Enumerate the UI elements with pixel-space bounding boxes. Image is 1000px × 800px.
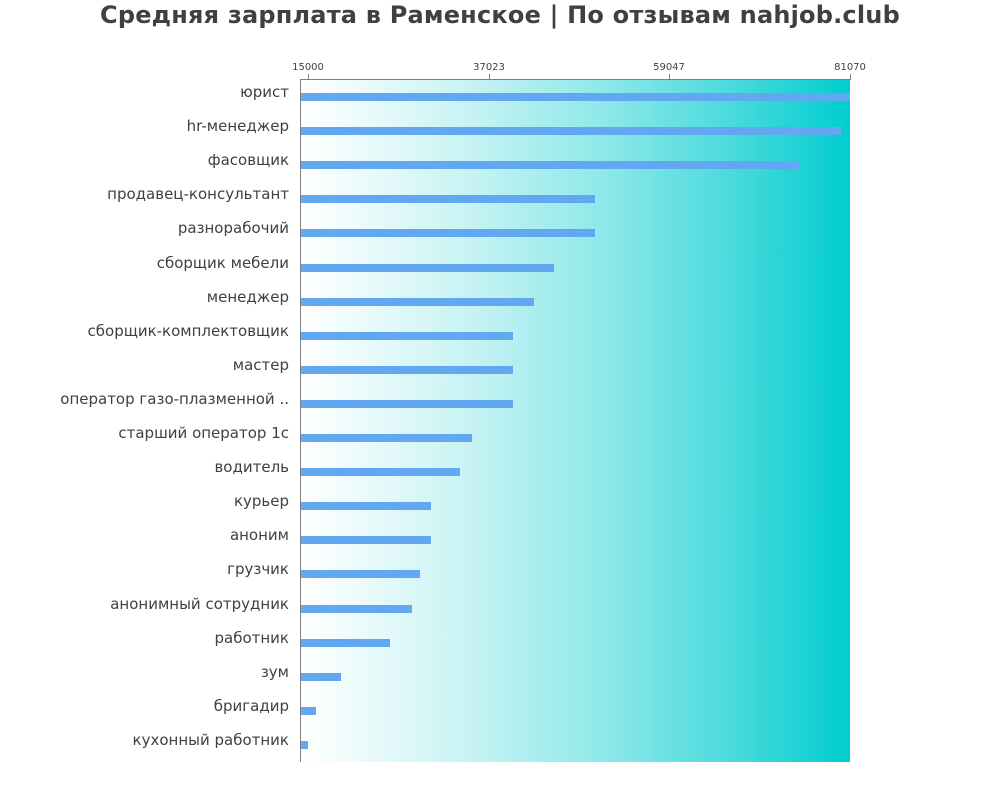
category-label: грузчик xyxy=(227,560,289,578)
bar xyxy=(301,332,513,340)
x-tick-label: 81070 xyxy=(834,62,866,73)
x-tick xyxy=(669,74,670,80)
category-label: фасовщик xyxy=(207,151,289,169)
bar xyxy=(301,502,431,510)
x-tick-label: 37023 xyxy=(473,62,505,73)
category-label: разнорабочий xyxy=(177,219,289,237)
bar xyxy=(301,127,841,135)
bar xyxy=(301,264,554,272)
category-label: старший оператор 1с xyxy=(118,424,289,442)
bar xyxy=(301,400,513,408)
category-label: сборщик мебели xyxy=(156,254,289,272)
bar xyxy=(301,468,460,476)
bar xyxy=(301,605,412,613)
x-axis-line xyxy=(300,79,850,80)
x-tick-label: 59047 xyxy=(653,62,685,73)
bar xyxy=(301,161,800,169)
category-label: менеджер xyxy=(206,288,289,306)
category-label: анонимный сотрудник xyxy=(110,595,289,613)
chart-title: Средняя зарплата в Раменское | По отзыва… xyxy=(100,1,900,29)
bar xyxy=(301,570,420,578)
bar xyxy=(301,434,472,442)
bar xyxy=(301,741,308,749)
bar xyxy=(301,707,316,715)
bar xyxy=(301,195,595,203)
bar xyxy=(301,673,341,681)
x-tick xyxy=(850,74,851,80)
bar xyxy=(301,536,431,544)
category-label: кухонный работник xyxy=(132,731,289,749)
category-label: hr-менеджер xyxy=(186,117,289,135)
bar xyxy=(301,366,513,374)
bar xyxy=(301,639,390,647)
bar xyxy=(301,93,850,101)
x-tick xyxy=(308,74,309,80)
category-label: оператор газо-плазменной .. xyxy=(60,390,289,408)
x-tick xyxy=(489,74,490,80)
category-label: бригадир xyxy=(213,697,289,715)
category-label: мастер xyxy=(232,356,289,374)
category-label: сборщик-комплектовщик xyxy=(87,322,289,340)
category-label: продавец-консультант xyxy=(107,185,289,203)
category-label: работник xyxy=(214,629,290,647)
category-label: курьер xyxy=(233,492,289,510)
bar xyxy=(301,298,534,306)
category-label: водитель xyxy=(214,458,289,476)
bar xyxy=(301,229,595,237)
x-tick-label: 15000 xyxy=(292,62,324,73)
plot-area xyxy=(300,80,850,762)
category-label: зум xyxy=(260,663,289,681)
category-label: юрист xyxy=(240,83,289,101)
category-label: аноним xyxy=(229,526,289,544)
